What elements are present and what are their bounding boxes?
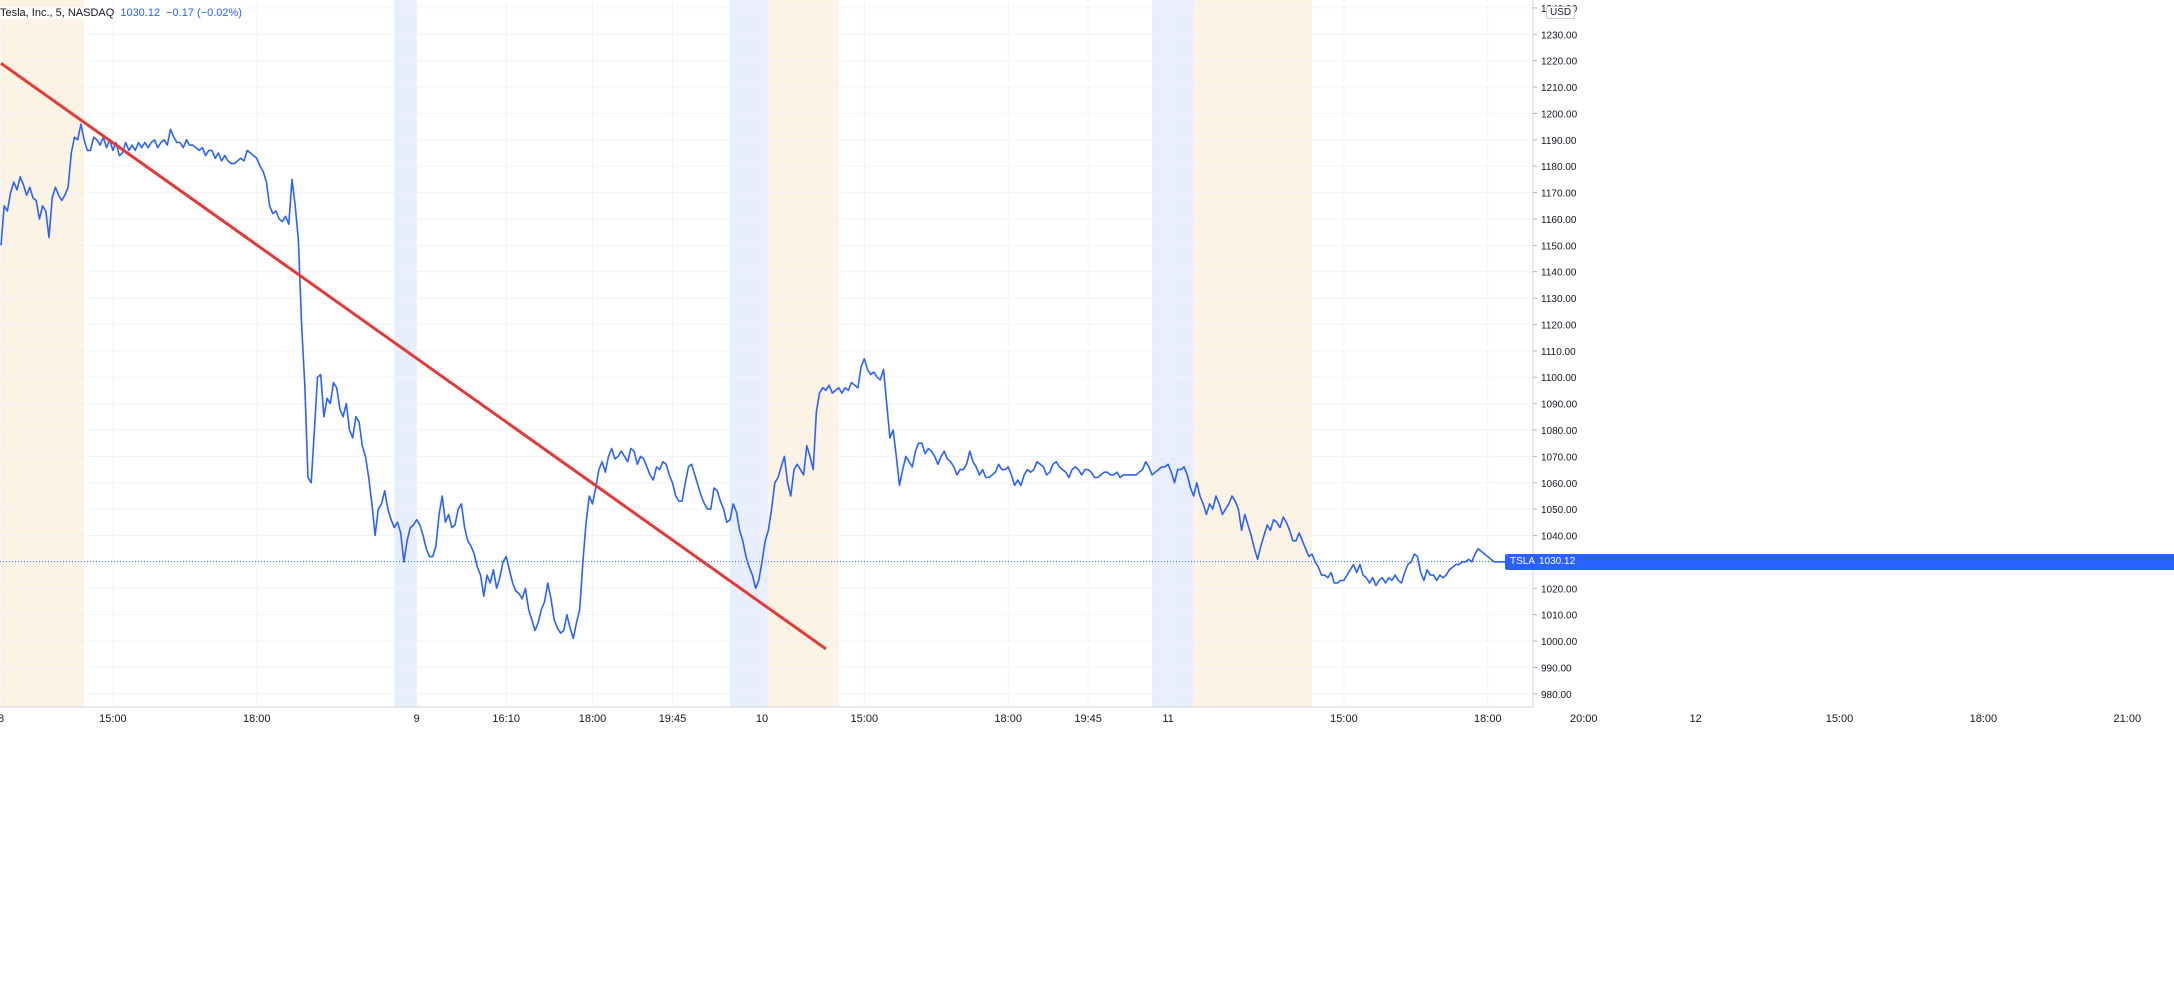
x-tick-label: 18:00 — [579, 713, 607, 725]
trend-line[interactable] — [0, 62, 827, 651]
series-layer — [0, 62, 1533, 651]
x-tick-label: 12 — [1690, 713, 1702, 725]
x-tick-label: 19:45 — [1074, 713, 1102, 725]
x-tick-label: 20:00 — [1570, 713, 1598, 725]
y-tick-label: 1140.00 — [1541, 268, 1577, 279]
y-tick-label: 1040.00 — [1541, 532, 1578, 543]
y-tick-label: 1180.00 — [1541, 162, 1577, 173]
y-tick-label: 1100.00 — [1541, 373, 1577, 384]
x-tick-label: 15:00 — [851, 713, 879, 725]
grid — [0, 0, 1984, 707]
symbol-tag: TSLA — [1505, 553, 1541, 570]
x-tick-label: 16:10 — [492, 713, 520, 725]
x-tick-label: 8 — [0, 713, 4, 725]
last-price-tag: 1030.12 — [1535, 553, 2174, 570]
y-tick-label: 1110.00 — [1541, 347, 1576, 358]
y-tick-label: 1160.00 — [1541, 215, 1577, 226]
y-tick-label: 1070.00 — [1541, 452, 1578, 463]
y-tick-label: 1090.00 — [1541, 400, 1578, 411]
y-tick-label: 1220.00 — [1541, 57, 1578, 68]
x-tick-label: 18:00 — [1970, 713, 1998, 725]
y-tick-label: 1190.00 — [1541, 136, 1577, 147]
y-tick-label: 1080.00 — [1541, 426, 1578, 437]
time-axis[interactable]: 8 15:00 18:00 9 16:10 18:00 19:45 10 15:00 18:00 1… — [0, 706, 2174, 1006]
y-tick-label: 990.00 — [1541, 663, 1572, 674]
x-tick-label: 15:00 — [99, 713, 127, 725]
y-tick-label: 1000.00 — [1541, 637, 1578, 648]
x-tick-label: 18:00 — [994, 713, 1022, 725]
y-tick-label: 1230.00 — [1541, 30, 1578, 41]
premarket-band — [1152, 0, 1194, 707]
x-tick-label: 18:00 — [1474, 713, 1502, 725]
series-line-tsla — [0, 123, 1508, 640]
x-tick-label: 18:00 — [243, 713, 271, 725]
x-tick-label: 19:45 — [659, 713, 687, 725]
y-tick-label: 1170.00 — [1541, 189, 1577, 200]
y-tick-label: 1200.00 — [1541, 109, 1578, 120]
x-tick-label: 15:00 — [1330, 713, 1358, 725]
legend-title: Tesla, Inc., 5, NASDAQ — [0, 7, 115, 19]
x-tick-label: 21:00 — [2114, 713, 2142, 725]
y-tick-label: 1050.00 — [1541, 505, 1578, 516]
chart-legend: Tesla, Inc., 5, NASDAQ 1030.12 −0.17 (−0… — [0, 7, 246, 19]
legend-last-price: 1030.12 — [120, 7, 161, 19]
x-tick-label: 10 — [756, 713, 768, 725]
time-axis-background — [0, 707, 2174, 1006]
x-tick-label: 11 — [1162, 713, 1173, 725]
x-tick-label: 15:00 — [1826, 713, 1854, 725]
postmarket-band — [768, 0, 839, 707]
y-tick-label: 1130.00 — [1541, 294, 1577, 305]
postmarket-band — [1, 0, 85, 707]
y-tick-label: 1020.00 — [1541, 584, 1578, 595]
y-tick-label: 1010.00 — [1541, 611, 1578, 622]
currency-label[interactable]: USD — [1546, 6, 1576, 19]
y-tick-label: 1060.00 — [1541, 479, 1578, 490]
y-tick-label: 980.00 — [1541, 690, 1572, 701]
premarket-band — [730, 0, 769, 707]
postmarket-band — [1193, 0, 1312, 707]
y-tick-label: 1120.00 — [1541, 320, 1577, 331]
x-tick-label: 9 — [414, 713, 420, 725]
premarket-band — [394, 0, 417, 707]
legend-change: −0.17 (−0.02%) — [166, 7, 242, 19]
y-tick-label: 1150.00 — [1541, 241, 1577, 252]
y-tick-label: 1210.00 — [1541, 83, 1578, 94]
